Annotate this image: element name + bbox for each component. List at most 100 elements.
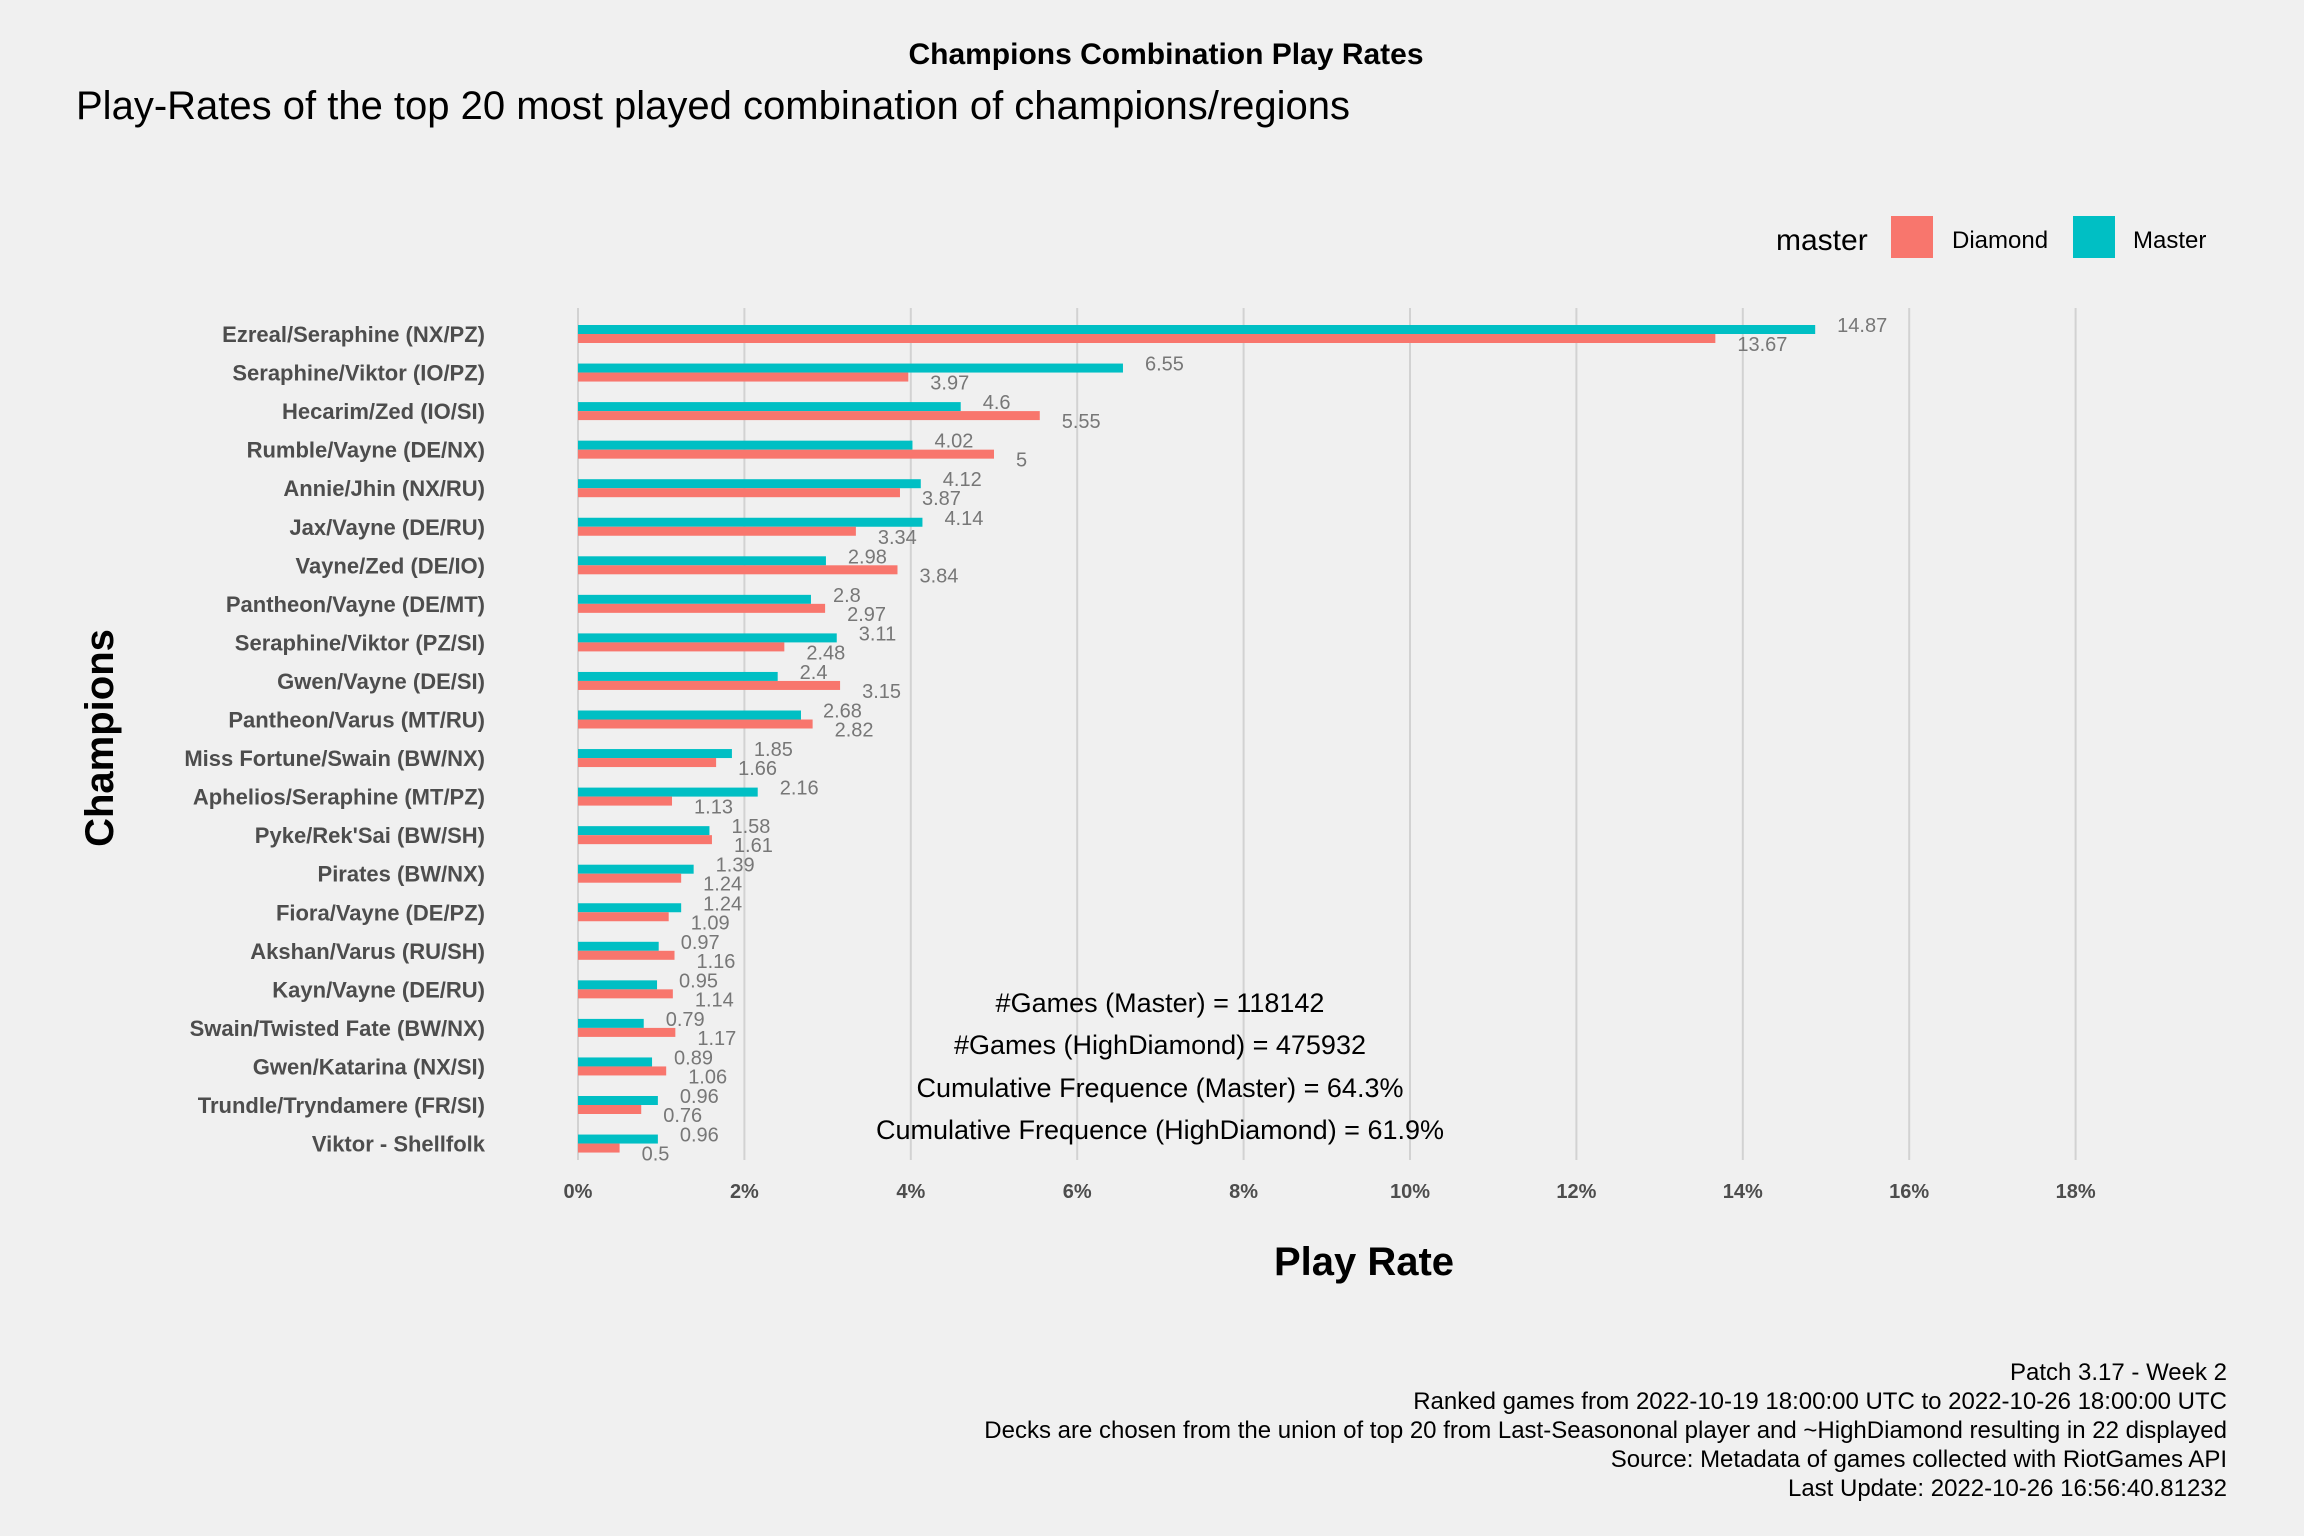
bar-diamond [578,680,841,690]
bar-master [578,1018,644,1028]
data-label-diamond: 2.97 [847,604,886,626]
bar-master [578,402,961,412]
data-label-diamond: 13.67 [1737,334,1787,356]
data-label-diamond: 5.55 [1062,411,1101,433]
bar-master [578,556,826,566]
caption-deck-selection: Decks are chosen from the union of top 2… [984,1417,2227,1444]
data-label-diamond: 2.82 [835,720,874,742]
bar-diamond [578,642,785,652]
bar-master [578,1134,658,1144]
category-label: Gwen/Katarina (NX/SI) [253,1054,485,1079]
annotation-cumfreq-highdiamond: Cumulative Frequence (HighDiamond) = 61.… [876,1115,1444,1145]
x-tick-label: 6% [1063,1181,1092,1203]
bar-diamond [578,1105,642,1114]
data-label-diamond: 5 [1016,450,1027,472]
category-label: Viktor - Shellfolk [312,1132,486,1157]
data-label-master: 4.02 [934,431,973,453]
data-label-diamond: 1.14 [695,989,734,1011]
data-label-diamond: 0.76 [663,1105,702,1127]
bar-master [578,594,811,604]
bar-diamond [578,411,1040,421]
x-axis-title: Play Rate [1274,1240,1454,1284]
data-label-master: 6.55 [1145,354,1184,376]
caption: Patch 3.17 - Week 2 Ranked games from 20… [984,1359,2227,1502]
x-tick-label: 2% [730,1181,759,1203]
bar-diamond [578,912,669,922]
bar-diamond [578,488,900,498]
data-label-master: 1.58 [731,816,770,838]
data-label-master: 2.8 [833,585,861,607]
y-axis-title: Champions [78,629,122,847]
data-label-diamond: 3.84 [919,565,958,587]
legend-key-diamond [1891,216,1933,258]
data-label-diamond: 3.34 [878,527,917,549]
data-label-master: 2.68 [823,701,862,723]
category-label: Pantheon/Vayne (DE/MT) [226,592,485,617]
legend-key-master [2073,216,2115,258]
data-label-diamond: 1.61 [734,835,773,857]
bar-master [578,633,837,643]
bar-master [578,941,659,951]
data-label-master: 2.4 [800,662,828,684]
x-tick-label: 14% [1723,1181,1763,1203]
category-labels: Ezreal/Seraphine (NX/PZ) Seraphine/Viktor… [184,322,485,1157]
category-label: Seraphine/Viktor (PZ/SI) [235,630,485,655]
x-tick-label: 4% [896,1181,925,1203]
data-label-diamond: 0.5 [642,1144,670,1166]
data-label-diamond: 1.09 [691,912,730,934]
bar-diamond [578,449,994,459]
data-label-master: 0.97 [681,932,720,954]
data-label-master: 2.98 [848,546,887,568]
legend: master Diamond Master [1776,216,2206,258]
x-tick-label: 16% [1889,1181,1929,1203]
data-label-master: 0.79 [666,1009,705,1031]
bar-master [578,1057,653,1067]
bar-master [578,787,758,797]
category-label: Pantheon/Varus (MT/RU) [228,708,485,733]
bar-master [578,903,682,913]
data-label-diamond: 3.97 [930,373,969,395]
data-label-diamond: 1.24 [703,874,742,896]
bar-diamond [578,565,898,575]
annotation-games-master: #Games (Master) = 118142 [996,988,1325,1018]
category-label: Akshan/Varus (RU/SH) [250,939,485,964]
bar-diamond [578,334,1716,343]
data-label-diamond: 2.48 [806,642,845,664]
bar-master [578,363,1123,373]
data-label-master: 0.96 [680,1086,719,1108]
bar-master [578,710,801,720]
category-label: Pirates (BW/NX) [318,862,485,887]
caption-source: Source: Metadata of games collected with… [1611,1446,2227,1473]
bar-diamond [578,1066,667,1076]
x-tick-label: 10% [1390,1181,1430,1203]
data-label-master: 1.85 [754,739,793,761]
bar-master [578,1096,658,1105]
chart-title: Champions Combination Play Rates [908,38,1423,71]
data-label-diamond: 1.17 [697,1028,736,1050]
data-label-master: 2.16 [780,778,819,800]
category-label: Gwen/Vayne (DE/SI) [277,669,485,694]
category-label: Kayn/Vayne (DE/RU) [272,977,485,1002]
bar-diamond [578,873,682,883]
bar-diamond [578,719,813,729]
data-label-master: 0.95 [679,970,718,992]
bar-diamond [578,1027,676,1037]
data-label-master: 4.14 [944,508,983,530]
bar-diamond [578,796,673,806]
data-label-master: 1.24 [703,893,742,915]
bar-master [578,826,710,836]
data-label-diamond: 3.15 [862,681,901,703]
chart-subtitle: Play-Rates of the top 20 most played com… [76,84,1350,128]
bars: 14.87 13.67 6.55 3.97 4.6 5.55 4.02 5 4.123.874.… [578,315,1887,1166]
data-label-diamond: 1.06 [688,1066,727,1088]
x-tick-label: 12% [1556,1181,1596,1203]
annotation-cumfreq-master: Cumulative Frequence (Master) = 64.3% [917,1073,1404,1103]
bar-diamond [578,835,712,845]
bar-diamond [578,1143,620,1153]
data-label-master: 4.12 [943,469,982,491]
data-label-diamond: 1.16 [697,951,736,973]
category-label: Swain/Twisted Fate (BW/NX) [190,1016,485,1041]
bar-diamond [578,603,826,613]
bar-diamond [578,950,675,960]
